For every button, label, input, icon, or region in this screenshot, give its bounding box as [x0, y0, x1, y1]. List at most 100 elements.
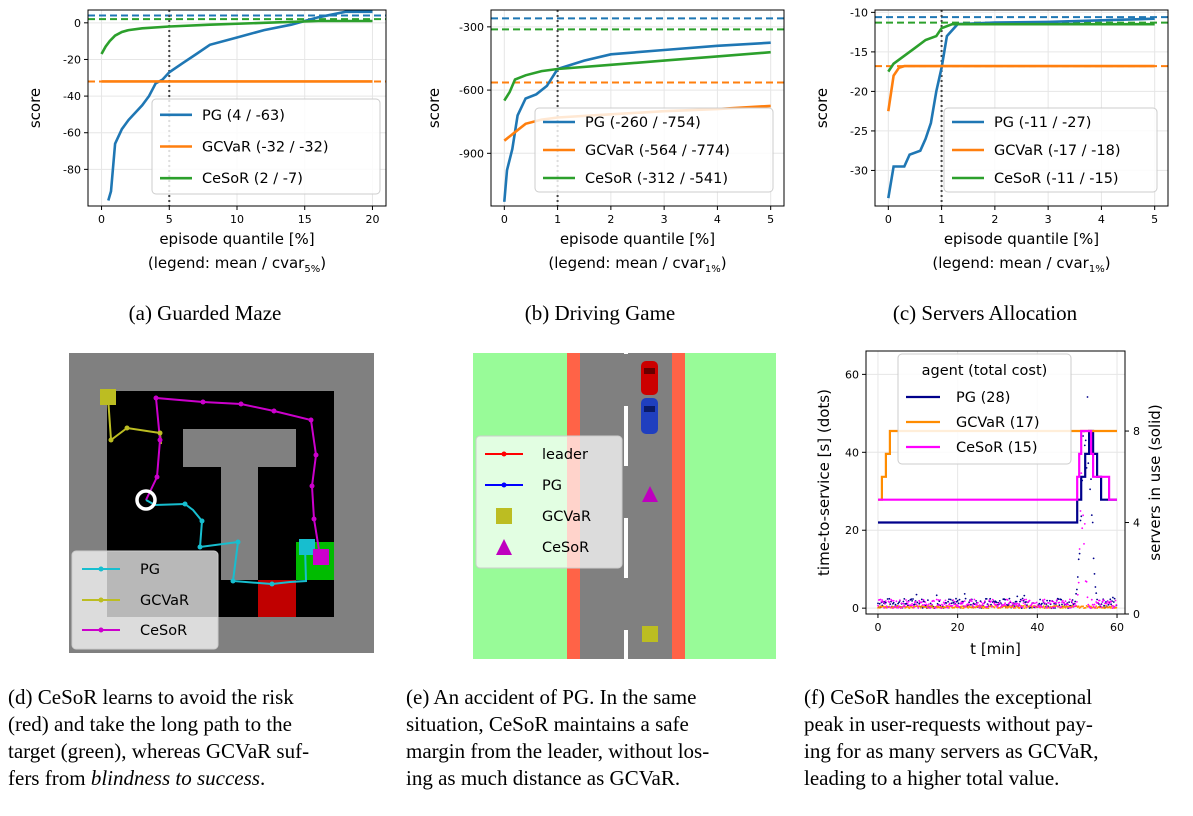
f-dot	[1111, 604, 1113, 607]
f-dot	[1068, 601, 1070, 603]
series-line-1	[887, 64, 1155, 112]
series-line-2	[100, 19, 373, 55]
f-dot	[894, 605, 897, 608]
f-dot	[1083, 543, 1085, 545]
x-tick-label-4: 20	[365, 213, 379, 226]
f-dot	[902, 600, 905, 603]
f-servers-line-1	[878, 429, 1117, 501]
maze-illustration: PG GCVaR CeSoR	[69, 353, 374, 653]
f-dot	[1049, 602, 1052, 605]
f-dot	[1104, 607, 1106, 609]
y-tick-label-1: -600	[459, 84, 484, 97]
f-dot	[1076, 588, 1078, 591]
chart-guarded-maze: 0 5 10 15 20 0 -20 -40 -60 -80 episode quantile [%…	[26, 9, 387, 275]
f-dot	[964, 606, 967, 608]
driving-legend-gcvar-marker	[496, 508, 512, 524]
maze-legend-pg-marker	[98, 566, 104, 572]
f-dot	[1090, 514, 1093, 516]
f-dot	[892, 607, 894, 609]
f-dot	[1042, 601, 1045, 603]
f-dot	[891, 599, 893, 602]
driving-legend-leader-marker	[501, 451, 507, 457]
f-dot	[1022, 602, 1025, 604]
y-tick-label-2: -900	[459, 147, 484, 160]
f-dot	[1060, 598, 1063, 601]
x-tick-label-2: 2	[991, 213, 998, 226]
f-dot	[1012, 602, 1014, 605]
y-tick-label-0: 0	[74, 17, 81, 30]
f-x-tick-label-0: 0	[874, 621, 881, 634]
f-dot	[1112, 601, 1115, 603]
f-dot	[971, 604, 974, 606]
f-dot	[975, 600, 977, 602]
f-dot	[983, 605, 985, 608]
f-dot	[923, 604, 926, 606]
caption-a: (a) Guarded Maze	[128, 301, 282, 325]
f-dot	[908, 607, 911, 609]
x-tick-label-4: 4	[714, 213, 721, 226]
f-dots-2	[877, 472, 1118, 609]
legend-label-0: PG (-11 / -27)	[994, 115, 1091, 131]
x-tick-label-1: 1	[554, 213, 561, 226]
f-dot	[1115, 606, 1118, 609]
maze-legend-gcvar-label: GCVaR	[140, 593, 189, 609]
f-dot	[1051, 606, 1054, 609]
f-dot	[930, 603, 933, 606]
x-axis-sublabel-main: (legend: mean / cvar	[932, 254, 1089, 272]
f-dot	[898, 605, 900, 608]
maze-path-pg-points	[182, 501, 275, 587]
maze-legend	[71, 550, 219, 650]
f-dot	[1004, 602, 1006, 605]
f-dot	[1090, 607, 1092, 609]
f-dot	[1064, 606, 1067, 609]
series-line-0	[107, 10, 373, 201]
caption-e-line-2: situation, CeSoR maintains a safe	[406, 712, 689, 736]
caption-d-line-4a: fers from	[8, 766, 91, 790]
x-axis-label: episode quantile [%]	[560, 230, 715, 248]
f-y-axis-label: time-to-service [s] (dots)	[815, 389, 833, 576]
f-dot	[1077, 581, 1080, 584]
f-dot	[1034, 606, 1037, 609]
legend-label-1: GCVaR (-17 / -18)	[994, 143, 1121, 159]
f-x-tick-label-2: 40	[1030, 621, 1044, 634]
f-dot	[992, 601, 995, 604]
f-dot	[1023, 598, 1026, 601]
f-dot	[1076, 576, 1079, 578]
f-dot	[1003, 603, 1006, 606]
f-dot	[993, 606, 996, 609]
f-dot	[997, 604, 999, 607]
f-dot	[877, 607, 879, 609]
f-dot	[1090, 478, 1092, 480]
y-tick-label-0: -300	[459, 21, 484, 34]
legend-label-1: GCVaR (-564 / -774)	[585, 143, 730, 159]
f-dot	[973, 598, 976, 601]
f-dot	[1048, 602, 1050, 604]
f-dot	[883, 607, 885, 609]
f-dot	[1076, 593, 1079, 596]
f-dot	[1032, 602, 1034, 604]
f-dot	[937, 599, 940, 601]
plot-frame	[490, 9, 785, 207]
x-axis-sublabel-end: )	[320, 254, 326, 272]
f-dot	[918, 602, 921, 605]
f-dot	[899, 607, 902, 609]
f-dot	[963, 606, 965, 609]
f-dot	[915, 593, 918, 596]
f-dot	[897, 602, 899, 605]
f-dot	[1113, 605, 1116, 608]
series-line-2	[887, 22, 1155, 73]
f-x-axis-label: t [min]	[970, 640, 1021, 658]
f-dot	[1095, 592, 1098, 594]
f-dot	[1041, 606, 1043, 608]
f-dot	[912, 604, 914, 607]
f-dot	[1077, 558, 1080, 561]
f-dot	[1082, 605, 1084, 608]
f-dot	[1101, 600, 1104, 603]
f-dot	[931, 605, 934, 607]
f-dot	[984, 600, 986, 602]
f-dot	[1023, 607, 1026, 609]
f-dot	[1005, 604, 1007, 607]
f-dot	[1112, 596, 1114, 599]
f-dot	[979, 605, 982, 608]
f-dot	[880, 600, 883, 603]
